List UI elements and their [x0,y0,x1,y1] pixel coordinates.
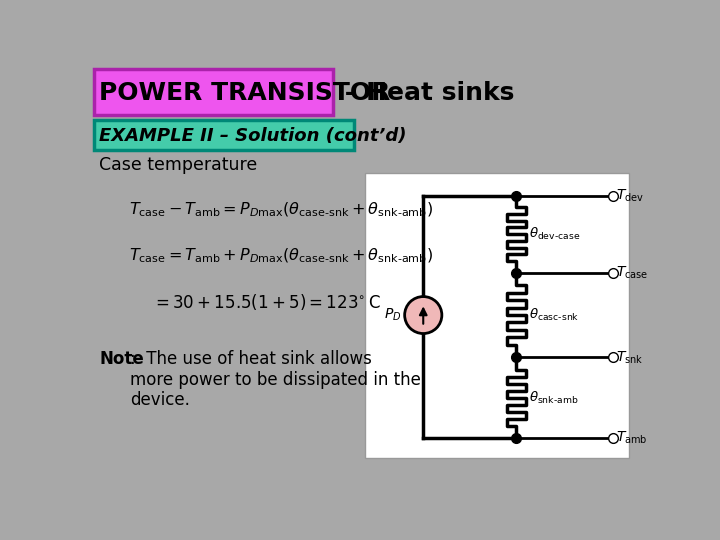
Text: $T_{\rm case} = T_{\rm amb} + P_{D\rm max}\left(\theta_{\rm case\text{-}snk} + \: $T_{\rm case} = T_{\rm amb} + P_{D\rm ma… [129,247,433,265]
Text: $T_{\rm case}$: $T_{\rm case}$ [616,265,649,281]
Text: – Heat sinks: – Heat sinks [336,80,515,105]
Text: POWER TRANSISTOR: POWER TRANSISTOR [99,80,391,105]
Text: $\theta_{\rm dev\text{-}case}$: $\theta_{\rm dev\text{-}case}$ [528,226,580,242]
FancyBboxPatch shape [365,173,629,457]
Text: :  The use of heat sink allows
more power to be dissipated in the
device.: : The use of heat sink allows more power… [130,350,421,409]
Text: $T_{\rm snk}$: $T_{\rm snk}$ [616,349,644,366]
Circle shape [405,296,442,334]
FancyBboxPatch shape [94,69,333,115]
Text: $\theta_{\rm snk\text{-}amb}$: $\theta_{\rm snk\text{-}amb}$ [528,390,578,406]
Text: $T_{\rm amb}$: $T_{\rm amb}$ [616,430,648,447]
Text: $T_{\rm case} - T_{\rm amb} = P_{D\rm max}\left(\theta_{\rm case\text{-}snk} + \: $T_{\rm case} - T_{\rm amb} = P_{D\rm ma… [129,200,433,219]
Text: $T_{\rm dev}$: $T_{\rm dev}$ [616,187,644,204]
Text: EXAMPLE II – Solution (cont’d): EXAMPLE II – Solution (cont’d) [99,127,407,145]
Text: $= 30 + 15.5(1 + 5) = 123^{\circ}\,\rm C$: $= 30 + 15.5(1 + 5) = 123^{\circ}\,\rm C… [152,292,381,312]
Text: Case temperature: Case temperature [99,156,258,174]
Text: $\theta_{\rm casc\text{-}snk}$: $\theta_{\rm casc\text{-}snk}$ [528,307,579,323]
Text: $P_D$: $P_D$ [384,307,402,323]
FancyBboxPatch shape [94,120,354,150]
Text: Note: Note [99,350,144,368]
